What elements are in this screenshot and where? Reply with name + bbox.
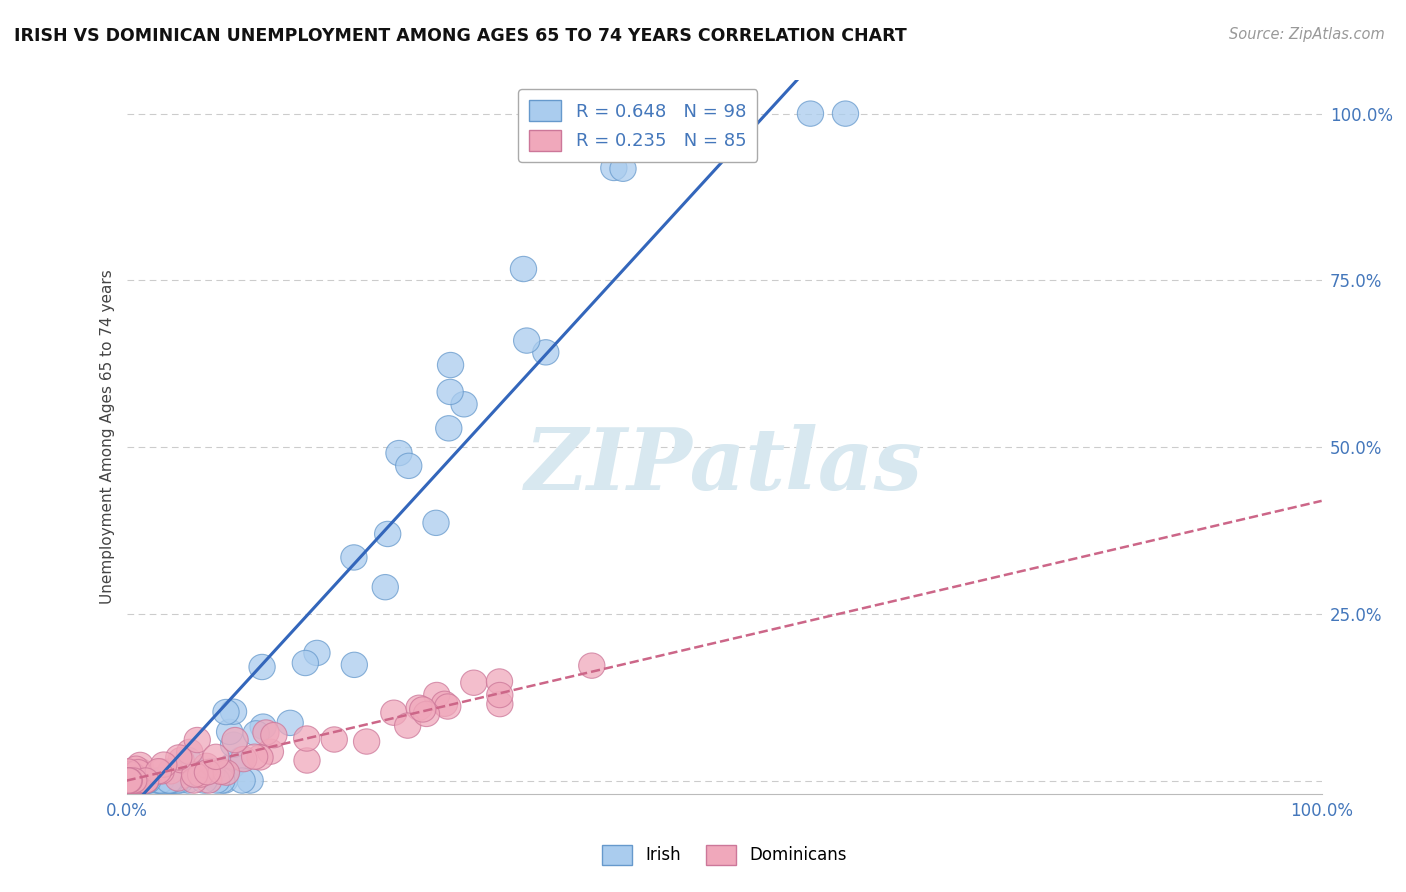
Text: ZIPatlas: ZIPatlas <box>524 424 924 508</box>
Y-axis label: Unemployment Among Ages 65 to 74 years: Unemployment Among Ages 65 to 74 years <box>100 269 115 605</box>
Text: Source: ZipAtlas.com: Source: ZipAtlas.com <box>1229 27 1385 42</box>
Legend: Irish, Dominicans: Irish, Dominicans <box>595 838 853 871</box>
Text: IRISH VS DOMINICAN UNEMPLOYMENT AMONG AGES 65 TO 74 YEARS CORRELATION CHART: IRISH VS DOMINICAN UNEMPLOYMENT AMONG AG… <box>14 27 907 45</box>
